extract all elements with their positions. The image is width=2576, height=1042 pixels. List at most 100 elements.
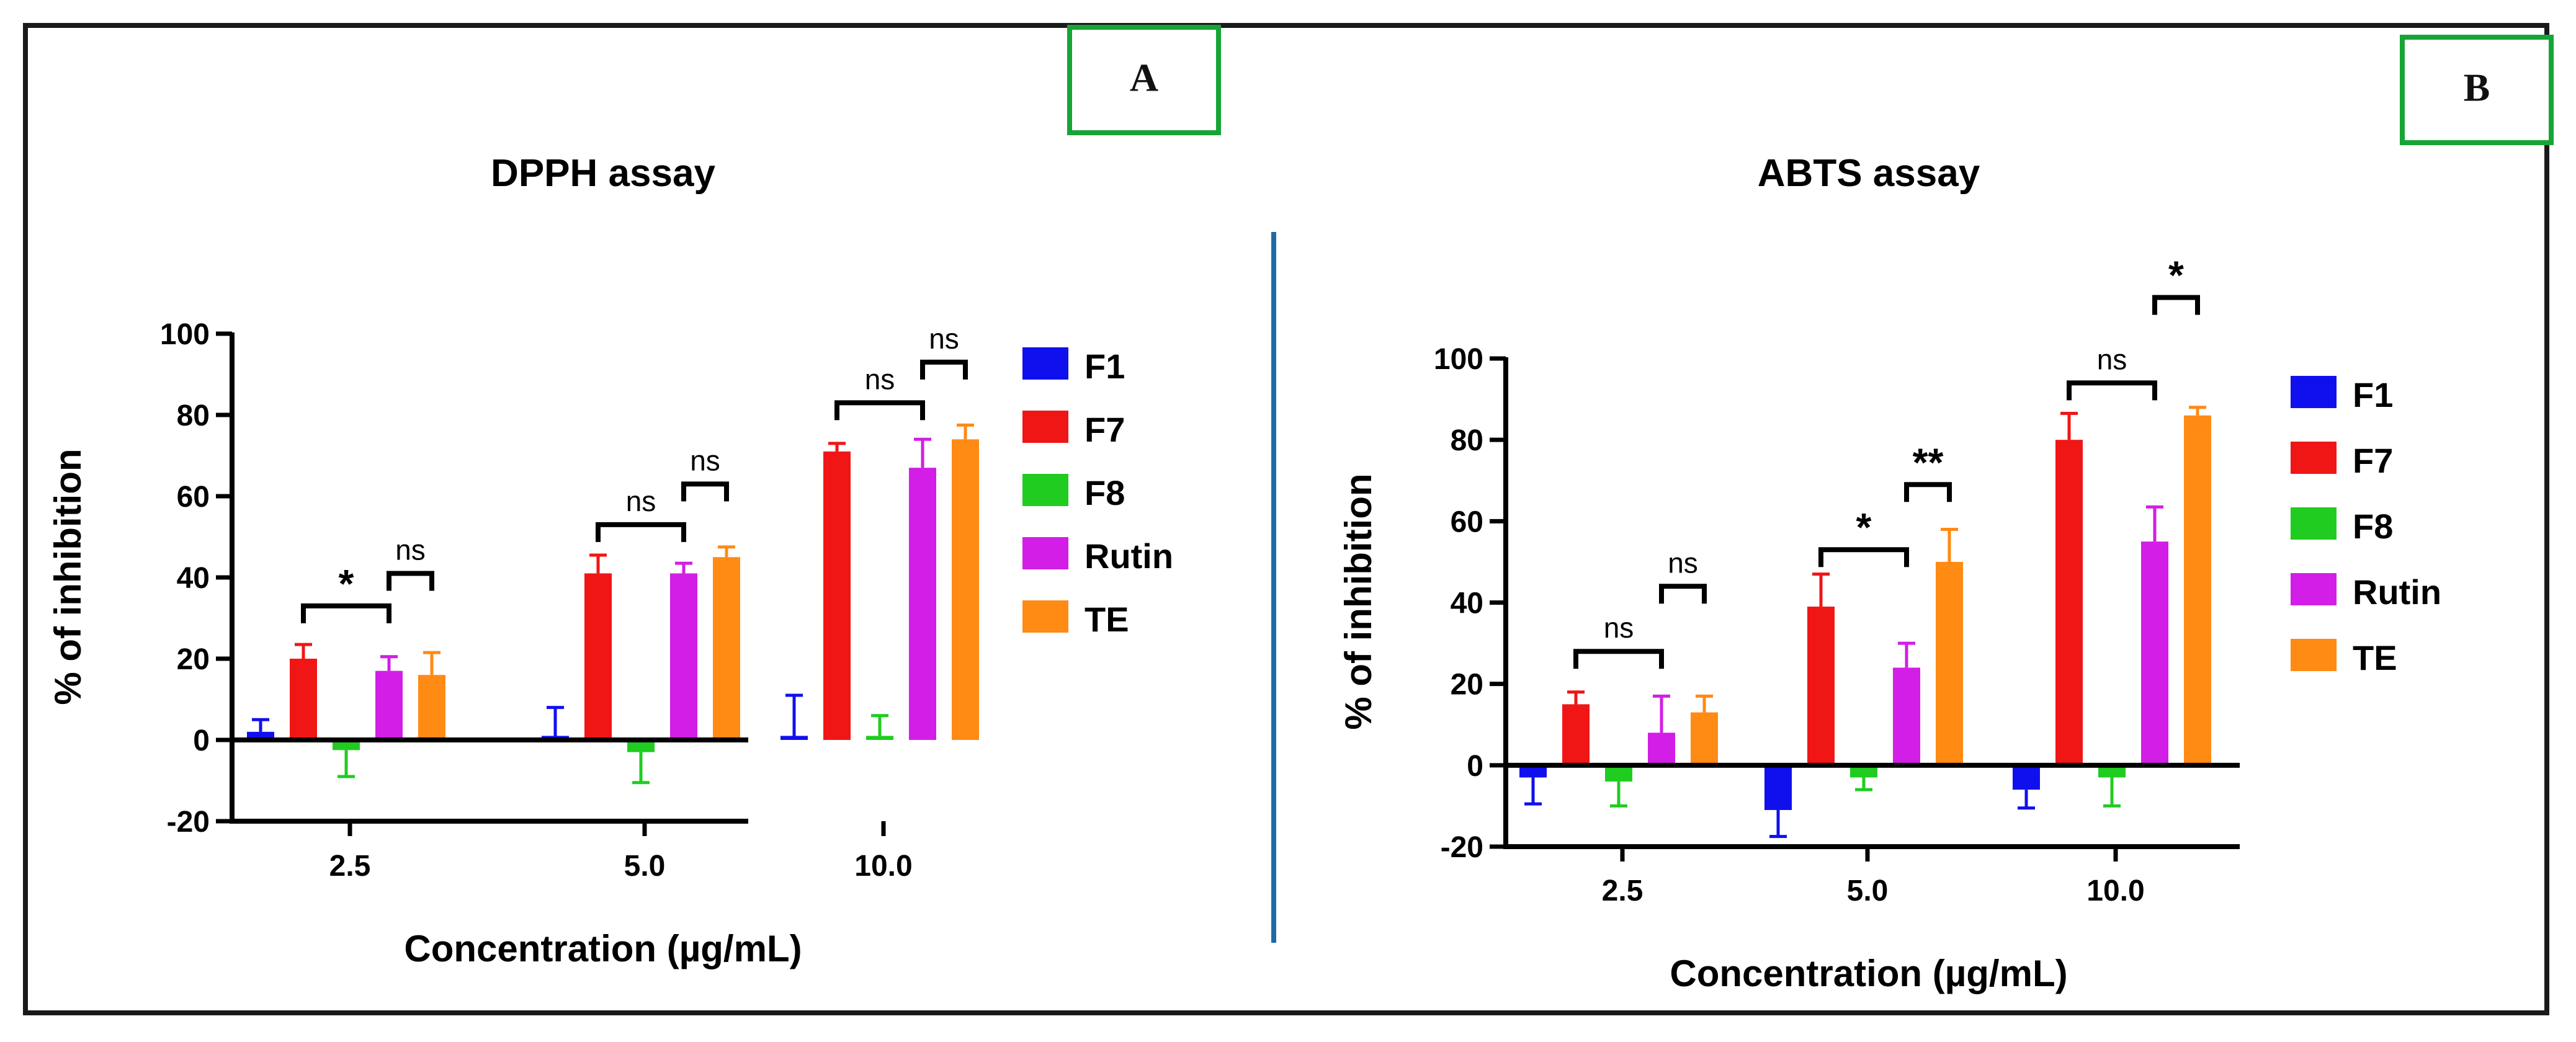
panel-b-label: B: [2464, 66, 2490, 110]
bar-f8-2-5: [333, 740, 360, 750]
significance-bracket: [920, 359, 968, 380]
legend-swatch-f8: [2291, 507, 2337, 540]
bar-rutin-2-5: [375, 670, 403, 740]
y-tick-label: 100: [160, 318, 210, 351]
y-axis-label: % of inhibition: [47, 448, 89, 705]
bar-rutin-10-0: [909, 468, 936, 740]
bar-rutin-5-0: [1893, 667, 1920, 765]
significance-bracket: [1573, 649, 1664, 669]
x-tick-label: 2.5: [329, 850, 371, 883]
bar-f7-5-0: [1807, 607, 1835, 765]
significance-bracket: [301, 603, 391, 623]
y-tick-label: 80: [177, 399, 210, 432]
bar-f8-5-0: [1850, 765, 1877, 778]
significance-label: ns: [395, 533, 426, 566]
bar-te-2-5: [1691, 712, 1718, 765]
bar-f7-10-0: [823, 451, 851, 740]
legend-swatch-te: [1022, 600, 1068, 633]
y-tick-label: 0: [193, 724, 210, 757]
legend-label-rutin: Rutin: [1085, 537, 1173, 576]
x-tick-label: 10.0: [2086, 875, 2144, 907]
x-axis-label: Concentration (µg/mL): [404, 928, 802, 969]
significance-bracket: [1818, 547, 1909, 568]
bar-f7-5-0: [584, 573, 612, 740]
x-tick-label: 5.0: [1847, 875, 1889, 907]
y-tick-label: -20: [1441, 831, 1483, 864]
legend-label-f1: F1: [1085, 347, 1125, 386]
bar-f8-2-5: [1605, 765, 1632, 782]
y-tick-label: 20: [177, 643, 210, 676]
legend-label-f1: F1: [2353, 375, 2393, 414]
chart-title: DPPH assay: [491, 152, 715, 195]
legend-label-te: TE: [2353, 638, 2397, 677]
y-tick-label: 0: [1467, 750, 1483, 783]
significance-bracket: [681, 481, 729, 502]
significance-label: *: [2168, 253, 2184, 298]
legend-swatch-rutin: [2291, 573, 2337, 605]
y-tick-label: 40: [1451, 587, 1483, 620]
panel-b-label-box: B: [2400, 35, 2554, 145]
bar-f8-5-0: [627, 740, 655, 752]
bar-f8-10-0: [2098, 765, 2126, 778]
bar-te-5-0: [1936, 561, 1963, 765]
significance-label: *: [339, 561, 354, 606]
bar-te-10-0: [2184, 415, 2211, 765]
legend-swatch-f7: [2291, 442, 2337, 474]
legend-label-f8: F8: [1085, 473, 1125, 512]
dpph-chart: DPPH assay % of inhibition Concentration (…: [47, 152, 1173, 969]
significance-bracket: [2067, 380, 2157, 401]
significance-bracket: [1659, 584, 1707, 604]
bar-f7-2-5: [1562, 704, 1590, 765]
bar-f7-10-0: [2055, 440, 2083, 765]
significance-bracket: [834, 400, 925, 421]
significance-bracket: [387, 571, 434, 591]
legend-swatch-f7: [1022, 411, 1068, 443]
legend-label-rutin: Rutin: [2353, 572, 2441, 612]
significance-label: ns: [2097, 343, 2127, 375]
bar-te-10-0: [952, 439, 979, 740]
bar-f1-2-5: [1519, 765, 1547, 778]
y-axis-label: % of inhibition: [1338, 473, 1379, 729]
bar-rutin-2-5: [1648, 733, 1675, 765]
significance-label: **: [1913, 440, 1944, 484]
chart-title: ABTS assay: [1758, 152, 1980, 195]
bar-rutin-10-0: [2141, 541, 2168, 765]
y-tick-label: 100: [1434, 343, 1483, 376]
legend-swatch-f8: [1022, 474, 1068, 506]
x-axis-label: Concentration (µg/mL): [1670, 953, 2067, 994]
legend-swatch-rutin: [1022, 537, 1068, 569]
abts-chart: ABTS assay % of inhibition Concentration (…: [1338, 152, 2441, 994]
bar-f8-10-0: [866, 736, 893, 740]
panel-a-label: A: [1130, 56, 1158, 100]
legend-label-f8: F8: [2353, 507, 2393, 546]
significance-label: ns: [1604, 612, 1634, 644]
significance-label: ns: [1668, 546, 1698, 579]
x-tick-label: 10.0: [854, 850, 912, 883]
x-tick-label: 5.0: [624, 850, 666, 883]
y-tick-label: 60: [177, 481, 210, 514]
significance-bracket: [596, 522, 686, 542]
significance-label: ns: [929, 323, 959, 355]
legend-label-f7: F7: [1085, 410, 1125, 449]
y-tick-label: 20: [1451, 669, 1483, 701]
significance-label: ns: [690, 444, 720, 476]
bar-f7-2-5: [290, 659, 317, 740]
legend-swatch-f1: [2291, 376, 2337, 408]
y-tick-label: -20: [167, 806, 210, 839]
significance-bracket: [1904, 482, 1952, 502]
significance-label: ns: [626, 485, 656, 517]
panel-a-label-box: A: [1067, 25, 1221, 135]
legend-label-f7: F7: [2353, 441, 2393, 480]
significance-bracket: [2152, 295, 2200, 315]
bar-te-5-0: [713, 557, 740, 740]
legend-swatch-f1: [1022, 347, 1068, 380]
legend-label-te: TE: [1085, 600, 1129, 639]
y-tick-label: 40: [177, 562, 210, 595]
significance-label: *: [1856, 505, 1872, 550]
bar-f1-5-0: [1764, 765, 1792, 810]
y-tick-label: 80: [1451, 424, 1483, 457]
bar-f1-10-0: [2013, 765, 2040, 790]
figure-border: [23, 23, 2549, 1015]
bar-te-2-5: [418, 675, 445, 740]
